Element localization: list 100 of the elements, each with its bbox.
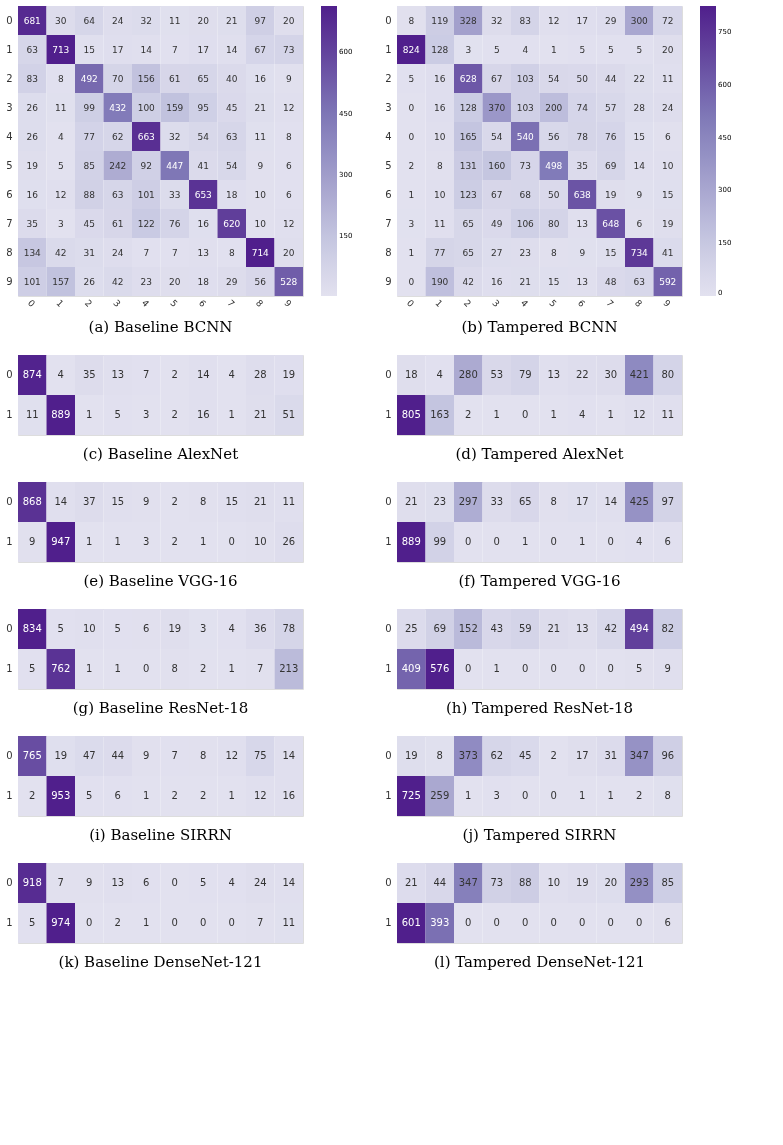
data-label: 1 [579, 536, 586, 547]
data-label: 77 [434, 247, 446, 258]
y-tick-label: 1 [385, 409, 392, 420]
data-label: 10 [547, 877, 561, 888]
data-label: 44 [433, 877, 447, 888]
data-label: 5 [636, 663, 643, 674]
data-label: 2 [465, 409, 472, 420]
data-label: 9 [636, 189, 643, 200]
text: (h) Tampered ResNet-18 [445, 699, 634, 717]
data-label: 10 [254, 218, 267, 229]
data-label: 974 [51, 917, 71, 928]
data-label: 9 [579, 247, 586, 258]
x-tick-label: 7 [225, 297, 237, 309]
data-label: 13 [197, 247, 209, 258]
data-label: 59 [518, 623, 532, 634]
data-label: 24 [112, 15, 124, 26]
data-label: 11 [254, 131, 266, 142]
data-label: 51 [282, 409, 296, 420]
data-label: 1 [465, 790, 472, 801]
text: (c) Baseline AlexNet [82, 445, 239, 463]
data-label: 76 [605, 131, 617, 142]
data-label: 41 [197, 160, 209, 171]
data-label: 2 [114, 917, 121, 928]
data-label: 72 [662, 15, 674, 26]
data-label: 20 [283, 15, 295, 26]
data-label: 5 [636, 44, 643, 55]
data-label: 56 [254, 276, 267, 287]
data-label: 73 [283, 44, 295, 55]
y-tick-label: 0 [6, 369, 13, 380]
data-label: 19 [282, 369, 296, 380]
data-label: 0 [607, 663, 614, 674]
data-label: 1 [200, 536, 207, 547]
data-label: 648 [602, 218, 620, 229]
data-label: 63 [633, 276, 645, 287]
data-label: 11 [661, 409, 675, 420]
data-label: 16 [434, 73, 446, 84]
data-label: 29 [605, 15, 617, 26]
data-label: 36 [253, 623, 267, 634]
y-tick-label: 8 [6, 246, 13, 258]
data-label: 54 [226, 160, 238, 171]
data-label: 21 [404, 877, 418, 888]
data-label: 21 [547, 623, 561, 634]
y-tick-label: 1 [6, 917, 13, 928]
data-label: 3 [493, 790, 500, 801]
data-label: 18 [197, 276, 210, 287]
data-label: 80 [548, 218, 560, 229]
data-label: 8 [664, 790, 671, 801]
data-label: 42 [55, 247, 67, 258]
data-label: 88 [83, 189, 96, 200]
data-label: 947 [51, 536, 71, 547]
data-label: 3 [408, 218, 415, 229]
data-label: 12 [283, 102, 295, 113]
data-label: 874 [22, 369, 42, 380]
data-label: 27 [491, 247, 503, 258]
data-label: 4 [57, 369, 64, 380]
data-label: 26 [282, 536, 296, 547]
data-label: 0 [465, 917, 472, 928]
data-label: 12 [283, 218, 295, 229]
data-label: 23 [433, 496, 447, 507]
data-label: 79 [518, 369, 532, 380]
data-label: 10 [662, 160, 674, 171]
y-tick-label: 1 [385, 917, 392, 928]
y-tick-label: 7 [385, 217, 392, 229]
data-label: 5 [579, 44, 586, 55]
data-label: 447 [166, 160, 184, 171]
data-label: 4 [228, 877, 235, 888]
data-label: 35 [26, 218, 38, 229]
data-label: 0 [465, 536, 472, 547]
data-label: 1 [408, 189, 415, 200]
data-label: 15 [83, 44, 95, 55]
data-label: 99 [83, 102, 96, 113]
data-label: 35 [576, 160, 588, 171]
data-label: 1 [143, 790, 150, 801]
data-label: 63 [112, 189, 124, 200]
data-label: 28 [253, 369, 267, 380]
data-label: 13 [576, 276, 588, 287]
data-label: 85 [661, 877, 675, 888]
x-tick-label: 3 [490, 297, 502, 309]
data-label: 2 [29, 790, 36, 801]
data-label: 4 [228, 623, 235, 634]
data-label: 17 [197, 44, 209, 55]
y-tick-label: 1 [385, 536, 392, 547]
data-label: 61 [112, 218, 124, 229]
x-tick-label: 0 [25, 297, 38, 310]
data-label: 37 [82, 496, 96, 507]
data-label: 2 [408, 160, 415, 171]
data-label: 0 [86, 917, 93, 928]
data-label: 13 [111, 369, 125, 380]
y-tick-label: 1 [6, 43, 13, 55]
data-label: 103 [516, 102, 534, 113]
data-label: 681 [23, 15, 41, 26]
data-label: 8 [200, 496, 207, 507]
data-label: 15 [605, 247, 617, 258]
data-label: 1 [114, 536, 121, 547]
data-label: 65 [462, 218, 474, 229]
data-label: 35 [82, 369, 96, 380]
data-label: 14 [282, 877, 296, 888]
data-label: 119 [431, 15, 449, 26]
data-label: 0 [522, 663, 529, 674]
data-label: 3 [143, 409, 150, 420]
